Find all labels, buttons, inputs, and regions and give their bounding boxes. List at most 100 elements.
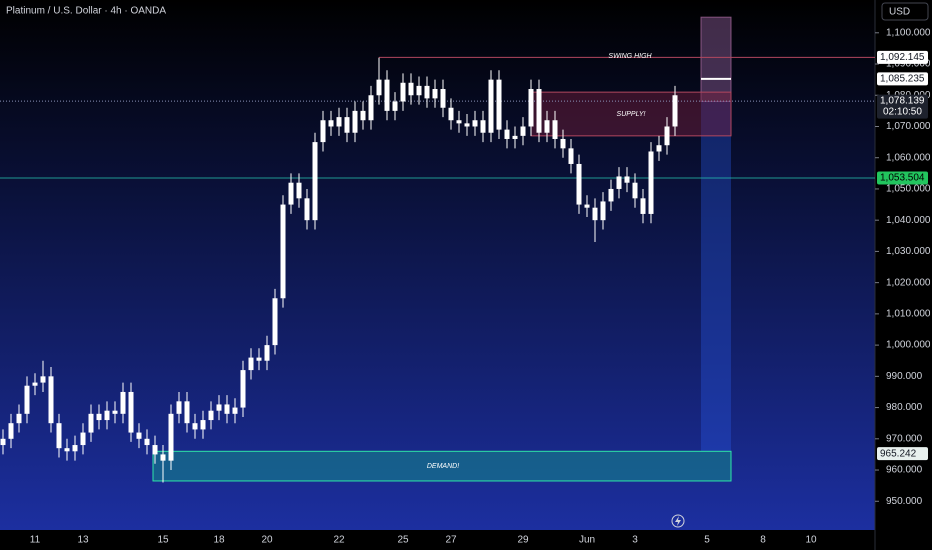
candle-body: [504, 129, 510, 139]
time-axis: [0, 530, 875, 550]
chart-title: Platinum / U.S. Dollar · 4h · OANDA: [6, 6, 166, 17]
candle-body: [376, 79, 382, 96]
candle-body: [616, 176, 622, 189]
candle-body: [656, 145, 662, 152]
candle-body: [648, 151, 654, 214]
candle-body: [584, 204, 590, 208]
x-tick-label: 18: [213, 535, 225, 546]
x-tick-label: 5: [704, 535, 710, 546]
candle-body: [56, 423, 62, 449]
candle-body: [552, 120, 558, 139]
candle-body: [184, 401, 190, 424]
candle-body: [224, 404, 230, 414]
candle-body: [392, 101, 398, 111]
candle-body: [256, 357, 262, 361]
candle-body: [304, 198, 310, 221]
candle-body: [496, 79, 502, 130]
candle-body: [104, 410, 110, 421]
candle-body: [520, 126, 526, 136]
candle-body: [456, 120, 462, 124]
candle-body: [600, 201, 606, 221]
position-upper: [700, 16, 732, 103]
swing-high-price-box: [877, 50, 928, 64]
candle-body: [216, 404, 222, 411]
level-price-box: [877, 171, 928, 185]
candle-body: [240, 370, 246, 408]
candle-body: [568, 148, 574, 164]
candle-body: [136, 432, 142, 439]
candle-body: [512, 135, 518, 139]
x-tick-label: 3: [632, 535, 638, 546]
candle-body: [472, 120, 478, 127]
currency-button[interactable]: [881, 2, 929, 21]
candle-body: [672, 95, 678, 127]
candle-body: [120, 391, 126, 414]
y-tick-label: 950.000: [886, 496, 923, 507]
x-tick-label: 29: [517, 535, 529, 546]
candle-body: [80, 432, 86, 446]
candle-body: [208, 410, 214, 421]
y-tick-label: 970.000: [886, 433, 923, 444]
candle-body: [416, 85, 422, 96]
candle-body: [232, 407, 238, 414]
candle-body: [336, 117, 342, 127]
candle-body: [16, 413, 22, 424]
y-tick-label: 960.000: [886, 465, 923, 476]
x-tick-label: 11: [30, 535, 41, 546]
candle-body: [192, 423, 198, 430]
candle-body: [280, 204, 286, 299]
candle-body: [528, 89, 534, 127]
candle-body: [400, 82, 406, 102]
candle-body: [296, 182, 302, 199]
y-tick-label: 1,020.000: [886, 277, 931, 288]
candle-body: [0, 438, 6, 446]
candle-body: [624, 176, 630, 183]
candle-body: [464, 123, 470, 127]
demand-label: DEMAND!: [427, 463, 459, 470]
candle-body: [64, 448, 70, 452]
candle-body: [480, 120, 486, 133]
candle-body: [536, 89, 542, 133]
candle-body: [72, 445, 78, 452]
candle-body: [632, 182, 638, 199]
target-price: 1,085.235: [880, 74, 925, 85]
candle-body: [344, 117, 350, 133]
x-tick-label: Jun: [579, 535, 595, 546]
supply-zone: [530, 91, 732, 137]
x-tick-label: 15: [157, 535, 169, 546]
replay-icon[interactable]: [671, 514, 685, 528]
candle-body: [32, 382, 38, 386]
x-tick-label: 8: [760, 535, 766, 546]
y-tick-label: 990.000: [886, 371, 923, 382]
y-tick-label: 1,030.000: [886, 246, 931, 257]
candle-body: [176, 401, 182, 414]
plot-background: [0, 0, 875, 530]
candle-body: [352, 110, 358, 133]
supply-label: SUPPLY!: [617, 111, 646, 118]
x-tick-label: 10: [805, 535, 817, 546]
candle-body: [264, 345, 270, 361]
candle-body: [432, 89, 438, 99]
candle-body: [88, 413, 94, 433]
candle-body: [360, 110, 366, 121]
candle-body: [640, 198, 646, 214]
x-tick-label: 22: [333, 535, 345, 546]
candle-body: [152, 445, 158, 455]
candle-body: [144, 438, 150, 446]
y-tick-label: 1,100.000: [886, 27, 931, 38]
demand-price-box: [877, 447, 928, 461]
current-price: 1,078.139: [880, 96, 925, 107]
candle-body: [48, 376, 54, 424]
candle-body: [8, 423, 14, 439]
candle-body: [544, 120, 550, 133]
y-tick-label: 980.000: [886, 402, 923, 413]
x-tick-label: 20: [261, 535, 273, 546]
candle-body: [664, 126, 670, 146]
level-price: 1,053.504: [880, 173, 925, 184]
candle-body: [128, 391, 134, 433]
candle-body: [40, 376, 46, 383]
candle-body: [328, 120, 334, 127]
candle-body: [272, 298, 278, 346]
candle-body: [424, 85, 430, 99]
